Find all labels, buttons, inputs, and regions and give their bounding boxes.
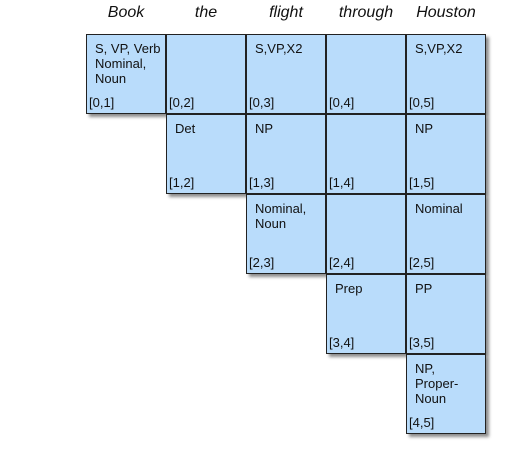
chart-cell: [0,4] bbox=[326, 34, 406, 114]
chart-cell: [2,4] bbox=[326, 194, 406, 274]
chart-cell: Nominal [2,5] bbox=[406, 194, 486, 274]
cell-index: [0,5] bbox=[409, 95, 435, 110]
cell-index: [3,4] bbox=[329, 335, 355, 350]
chart-cell: S,VP,X2 [0,5] bbox=[406, 34, 486, 114]
cell-index: [0,1] bbox=[89, 95, 115, 110]
chart-cell: [0,2] bbox=[166, 34, 246, 114]
cell-index: [0,3] bbox=[249, 95, 275, 110]
chart-cell: NP [1,5] bbox=[406, 114, 486, 194]
cell-label: NP, Proper- Noun bbox=[415, 361, 459, 406]
cell-label: Prep bbox=[335, 281, 363, 296]
chart-cell: Prep [3,4] bbox=[326, 274, 406, 354]
cell-index: [2,3] bbox=[249, 255, 275, 270]
word-header: Houston bbox=[416, 4, 476, 21]
cell-label: NP bbox=[255, 121, 274, 136]
chart-cell: [1,4] bbox=[326, 114, 406, 194]
cell-index: [4,5] bbox=[409, 415, 435, 430]
word-header: the bbox=[194, 4, 218, 21]
cell-index: [0,4] bbox=[329, 95, 355, 110]
word-header: flight bbox=[269, 4, 303, 21]
chart-cell: S,VP,X2 [0,3] bbox=[246, 34, 326, 114]
chart-cell: NP [1,3] bbox=[246, 114, 326, 194]
chart-cell: Nominal, Noun [2,3] bbox=[246, 194, 326, 274]
cell-label: S,VP,X2 bbox=[255, 41, 303, 56]
chart-cell: PP [3,5] bbox=[406, 274, 486, 354]
cell-label: S,VP,X2 bbox=[415, 41, 463, 56]
cell-label: Nominal, Noun bbox=[255, 201, 307, 231]
cell-index: [1,2] bbox=[169, 175, 195, 190]
cell-index: [2,4] bbox=[329, 255, 355, 270]
chart-cell: NP, Proper- Noun [4,5] bbox=[406, 354, 486, 434]
cell-label: Nominal bbox=[415, 201, 463, 216]
cell-index: [3,5] bbox=[409, 335, 435, 350]
chart-cell: Det [1,2] bbox=[166, 114, 246, 194]
cell-label: PP bbox=[415, 281, 433, 296]
cell-index: [1,4] bbox=[329, 175, 355, 190]
word-header: Book bbox=[107, 4, 145, 21]
cell-index: [1,5] bbox=[409, 175, 435, 190]
cell-label: Det bbox=[175, 121, 196, 136]
chart-cell: S, VP, Verb Nominal, Noun [0,1] bbox=[86, 34, 166, 114]
cell-label: NP bbox=[415, 121, 434, 136]
cell-index: [1,3] bbox=[249, 175, 275, 190]
word-header: through bbox=[338, 4, 394, 21]
cell-index: [0,2] bbox=[169, 95, 195, 110]
cell-index: [2,5] bbox=[409, 255, 435, 270]
cell-label: S, VP, Verb Nominal, Noun bbox=[95, 41, 161, 86]
